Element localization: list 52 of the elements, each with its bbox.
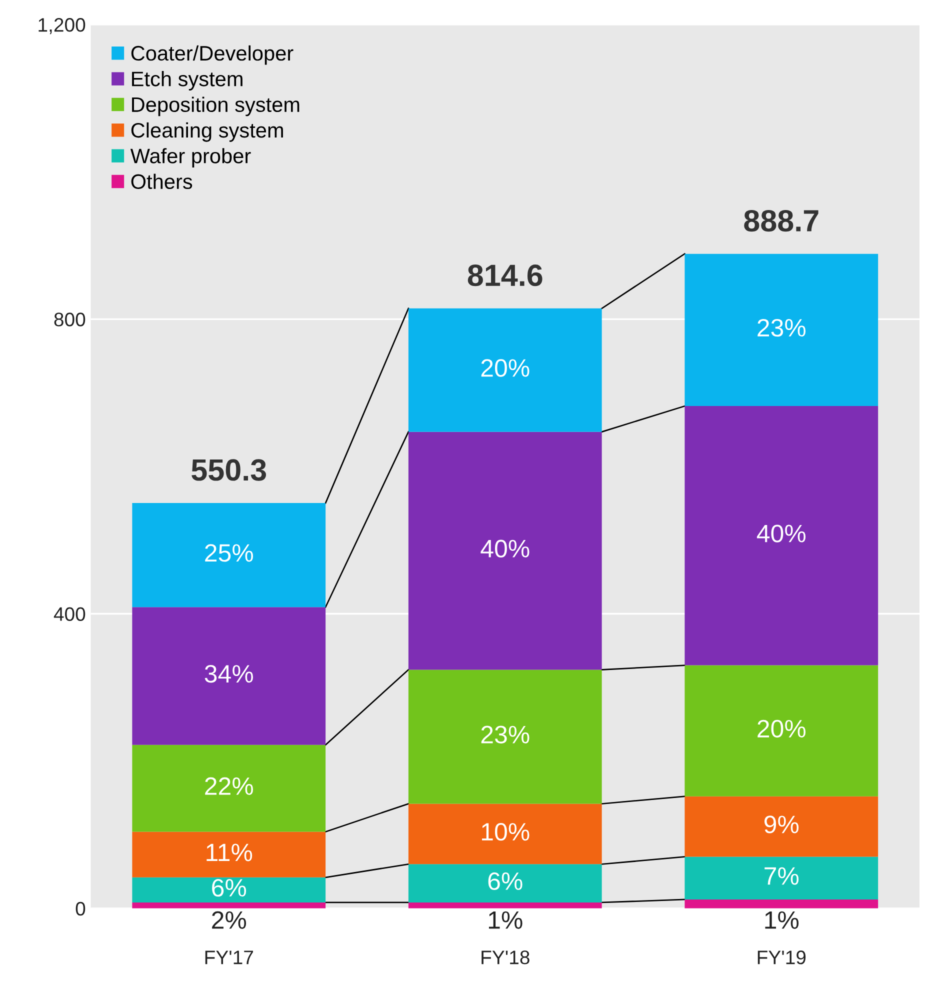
annotation: 6% [488, 872, 522, 890]
total-label: 550.3 [192, 459, 266, 481]
annotation: 6% [212, 878, 246, 897]
bar [684, 856, 878, 900]
x-tick-label: FY'18 [482, 950, 530, 964]
legend-label: Deposition system [132, 96, 300, 116]
bar [408, 864, 602, 902]
text: 1% [488, 911, 522, 929]
y-tick-label: 1,200 [38, 18, 86, 34]
text: 2% [212, 911, 246, 929]
bar [408, 432, 602, 670]
x-tick-label: FY'19 [758, 950, 806, 964]
annotation: 7% [764, 867, 799, 885]
y-tick-label: 800 [54, 312, 86, 326]
annotation: 40% [480, 540, 530, 558]
annotation: 22% [205, 777, 254, 795]
annotation: 40% [756, 524, 806, 542]
bar [408, 902, 602, 908]
bar [684, 665, 878, 796]
bar [132, 744, 326, 832]
annotation: 23% [758, 318, 806, 337]
annotation: 9% [764, 816, 799, 834]
bar [684, 254, 878, 406]
bar [132, 607, 326, 745]
bar [408, 670, 602, 804]
legend-label: Wafer prober [130, 148, 251, 168]
bar [684, 900, 878, 908]
annotation: 20% [758, 720, 806, 738]
annotation: 10% [482, 822, 530, 841]
text: 1% [765, 911, 799, 929]
annotation: 25% [205, 544, 254, 562]
bar [132, 503, 326, 608]
x-tick-label: FY'17 [205, 950, 253, 964]
bar [132, 902, 326, 908]
y-tick-label: 400 [54, 607, 86, 621]
annotation: 20% [481, 359, 530, 377]
annotation: 11% [206, 844, 252, 862]
y-tick-label: 0 [76, 902, 86, 916]
annotation: 23% [481, 726, 530, 744]
bar [132, 877, 326, 902]
legend-label: Cleaning system [131, 122, 283, 142]
bar [684, 406, 878, 666]
bar [408, 804, 602, 864]
total-label: 888.7 [744, 210, 818, 232]
legend-label: Coater/Developer [131, 45, 294, 65]
bar [132, 832, 326, 878]
bar [684, 796, 878, 857]
total-label: 814.6 [468, 264, 542, 286]
legend-label: Etch system [132, 71, 242, 90]
bar [408, 308, 602, 432]
legend-label: Others [131, 174, 192, 190]
annotation: 34% [204, 664, 254, 683]
